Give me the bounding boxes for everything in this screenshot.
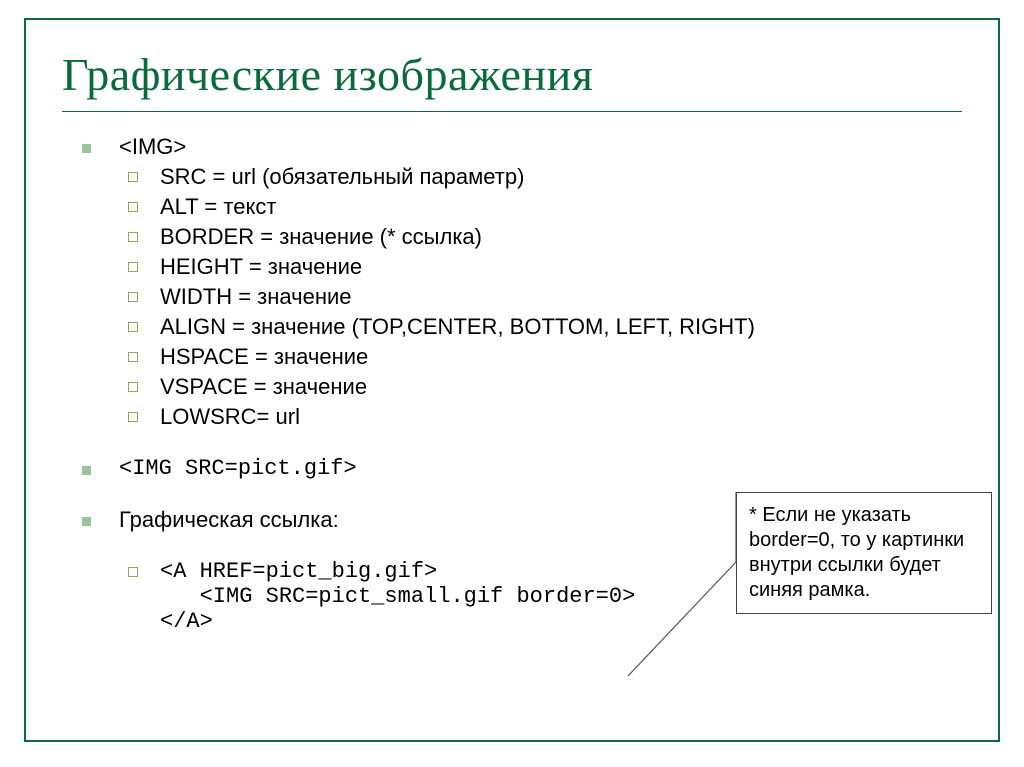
link-label: Графическая ссылка: xyxy=(119,507,339,533)
open-square-bullet-icon xyxy=(128,412,138,422)
open-square-bullet-icon xyxy=(128,292,138,302)
open-square-bullet-icon xyxy=(128,262,138,272)
square-bullet-icon xyxy=(82,517,91,526)
callout-text: * Если не указать border=0, то у картинк… xyxy=(749,504,964,601)
list-sub-item: VSPACE = значение xyxy=(62,374,962,400)
list-sub-item: WIDTH = значение xyxy=(62,284,962,310)
attr-text: WIDTH = значение xyxy=(160,284,352,310)
attr-text: LOWSRC= url xyxy=(160,404,300,430)
list-sub-item: HSPACE = значение xyxy=(62,344,962,370)
code-block: <A HREF=pict_big.gif> <IMG SRC=pict_smal… xyxy=(160,559,635,634)
title-rule xyxy=(62,111,962,112)
attr-text: SRC = url (обязательный параметр) xyxy=(160,164,524,190)
list-item: <IMG> xyxy=(62,134,962,160)
list-sub-item: LOWSRC= url xyxy=(62,404,962,430)
square-bullet-icon xyxy=(82,466,91,475)
code-line: </A> xyxy=(160,609,635,634)
slide-title: Графические изображения xyxy=(62,48,962,101)
attr-text: ALIGN = значение (TOP,CENTER, BOTTOM, LE… xyxy=(160,314,755,340)
code-line: <IMG SRC=pict_small.gif border=0> xyxy=(160,584,635,609)
open-square-bullet-icon xyxy=(128,567,138,577)
list-sub-item: BORDER = значение (* ссылка) xyxy=(62,224,962,250)
attr-text: ALT = текст xyxy=(160,194,276,220)
attr-text: BORDER = значение (* ссылка) xyxy=(160,224,482,250)
open-square-bullet-icon xyxy=(128,232,138,242)
list-sub-item: ALIGN = значение (TOP,CENTER, BOTTOM, LE… xyxy=(62,314,962,340)
list-item: <IMG SRC=pict.gif> xyxy=(62,456,962,481)
slide-content: <IMG> SRC = url (обязательный параметр) … xyxy=(62,134,962,634)
open-square-bullet-icon xyxy=(128,382,138,392)
callout-box: * Если не указать border=0, то у картинк… xyxy=(736,492,992,614)
open-square-bullet-icon xyxy=(128,352,138,362)
attr-text: VSPACE = значение xyxy=(160,374,367,400)
tag-text: <IMG> xyxy=(119,134,186,160)
open-square-bullet-icon xyxy=(128,172,138,182)
list-sub-item: ALT = текст xyxy=(62,194,962,220)
list-sub-item: HEIGHT = значение xyxy=(62,254,962,280)
slide-frame: Графические изображения <IMG> SRC = url … xyxy=(24,18,1000,742)
attr-text: HSPACE = значение xyxy=(160,344,368,370)
attr-text: HEIGHT = значение xyxy=(160,254,362,280)
open-square-bullet-icon xyxy=(128,322,138,332)
open-square-bullet-icon xyxy=(128,202,138,212)
code-line: <A HREF=pict_big.gif> xyxy=(160,559,635,584)
code-example: <IMG SRC=pict.gif> xyxy=(119,456,357,481)
square-bullet-icon xyxy=(82,144,91,153)
list-sub-item: SRC = url (обязательный параметр) xyxy=(62,164,962,190)
